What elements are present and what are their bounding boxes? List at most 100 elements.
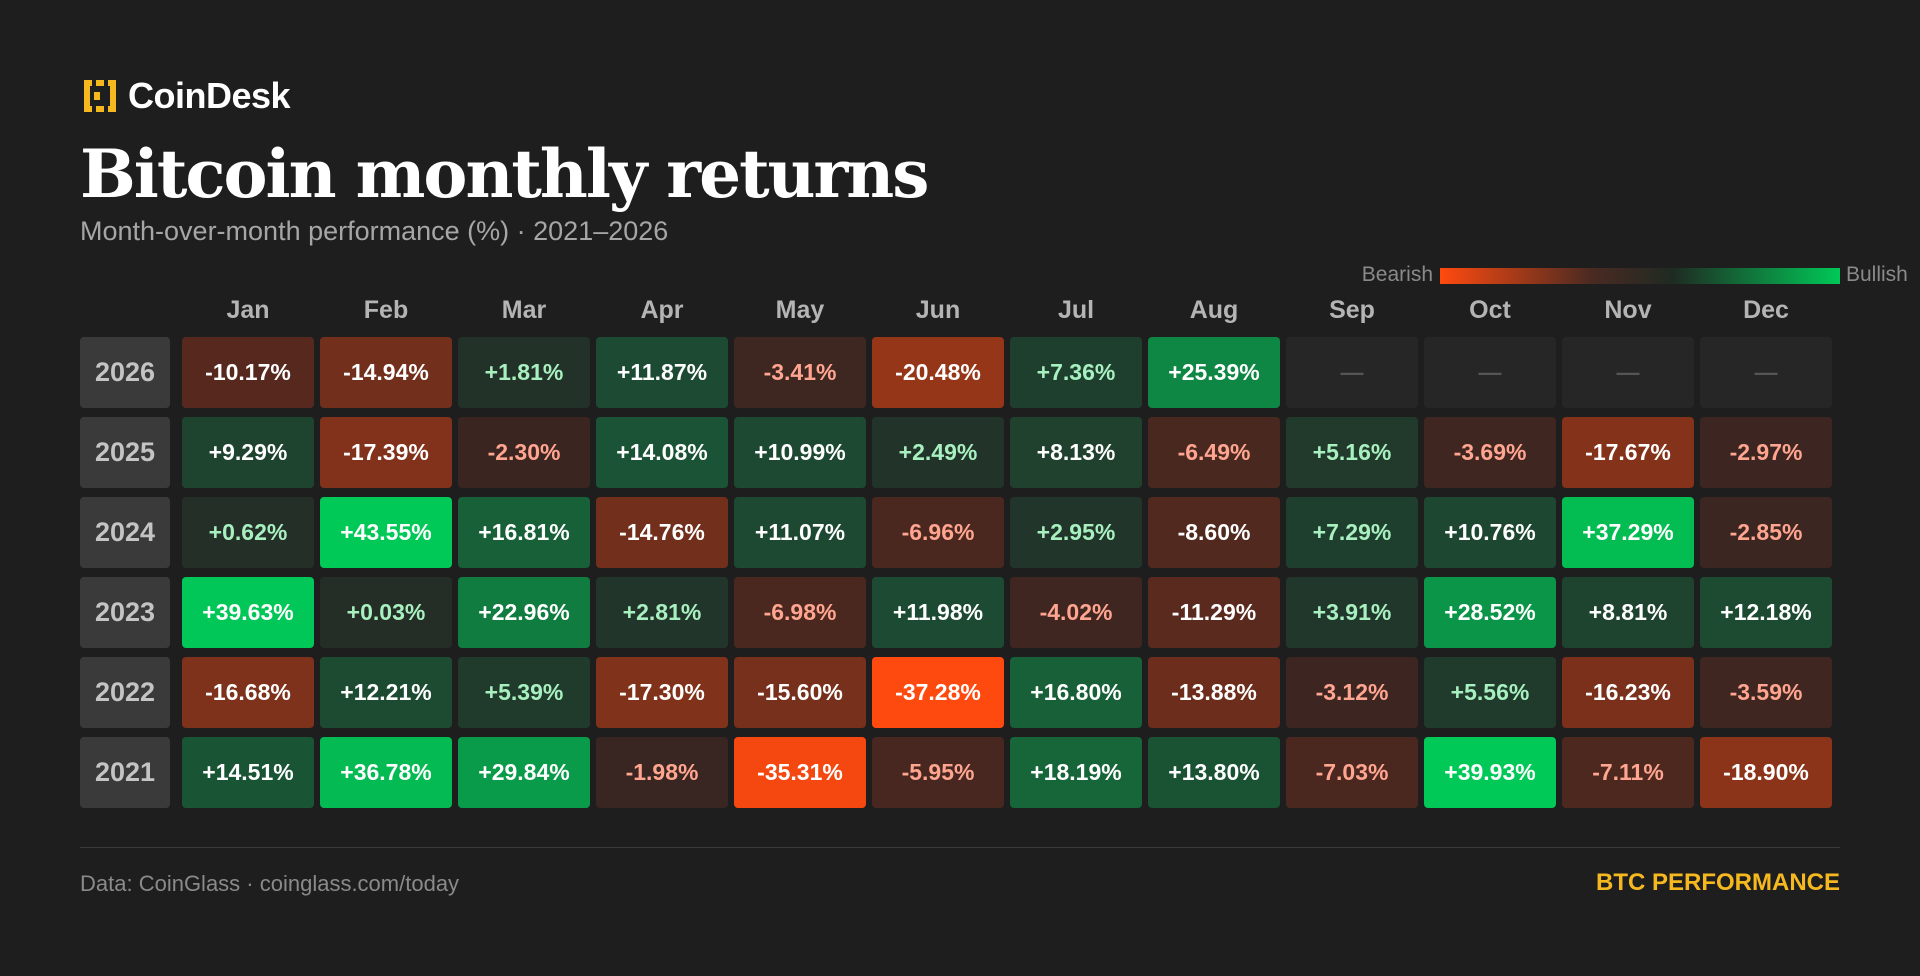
heatmap-cell-2021-feb: +36.78%: [320, 737, 452, 808]
heatmap-cell-2022-dec: -3.59%: [1700, 657, 1832, 728]
month-header-oct: Oct: [1469, 296, 1511, 324]
brand-name: CoinDesk: [128, 75, 291, 116]
heatmap-cell-2026-feb: -14.94%: [320, 337, 452, 408]
heatmap-cell-2026-may: -3.41%: [734, 337, 866, 408]
heatmap-cell-2022-nov: -16.23%: [1562, 657, 1694, 728]
month-header-apr: Apr: [640, 296, 684, 324]
heatmap-cell-2024-jul: +2.95%: [1010, 497, 1142, 568]
footer-source: Data: CoinGlass · coinglass.com/today: [80, 871, 460, 896]
heatmap-cell-2023-mar: +22.96%: [458, 577, 590, 648]
heatmap-cell-2022-jul: +16.80%: [1010, 657, 1142, 728]
month-header-jan: Jan: [226, 296, 270, 324]
heatmap-cell-2021-may: -35.31%: [734, 737, 866, 808]
month-header-sep: Sep: [1329, 296, 1375, 324]
year-label-2022: 2022: [80, 657, 170, 728]
heatmap-cell-2025-dec: -2.97%: [1700, 417, 1832, 488]
heatmap-cell-2023-feb: +0.03%: [320, 577, 452, 648]
heatmap-cell-2026-aug: +25.39%: [1148, 337, 1280, 408]
heatmap-cell-2023-nov: +8.81%: [1562, 577, 1694, 648]
heatmap-cell-2022-jan: -16.68%: [182, 657, 314, 728]
heatmap-cell-2026-jan: -10.17%: [182, 337, 314, 408]
heatmap-cell-2024-jun: -6.96%: [872, 497, 1004, 568]
heatmap-cell-2025-jan: +9.29%: [182, 417, 314, 488]
footer-tag: BTC PERFORMANCE: [1596, 869, 1840, 896]
heatmap-cell-2021-jul: +18.19%: [1010, 737, 1142, 808]
heatmap-cell-2024-sep: +7.29%: [1286, 497, 1418, 568]
chart-title: Bitcoin monthly returns: [80, 135, 929, 213]
month-header-nov: Nov: [1604, 296, 1652, 324]
heatmap-cell-2025-apr: +14.08%: [596, 417, 728, 488]
heatmap-cell-2022-apr: -17.30%: [596, 657, 728, 728]
heatmap-cell-2022-mar: +5.39%: [458, 657, 590, 728]
heatmap-cell-2022-sep: -3.12%: [1286, 657, 1418, 728]
month-header-aug: Aug: [1189, 296, 1239, 324]
legend-bearish-label: Bearish: [1361, 263, 1433, 286]
heatmap-cell-2026-nov: —: [1562, 337, 1694, 408]
heatmap-cell-2023-jun: +11.98%: [872, 577, 1004, 648]
heatmap-cell-2022-feb: +12.21%: [320, 657, 452, 728]
heatmap-cell-2024-may: +11.07%: [734, 497, 866, 568]
heatmap-cell-2025-jun: +2.49%: [872, 417, 1004, 488]
heatmap-cell-2024-dec: -2.85%: [1700, 497, 1832, 568]
heatmap-cell-2025-mar: -2.30%: [458, 417, 590, 488]
month-header-feb: Feb: [363, 296, 409, 324]
heatmap-cell-2026-sep: —: [1286, 337, 1418, 408]
heatmap-cell-2021-jan: +14.51%: [182, 737, 314, 808]
chart-subtitle: Month-over-month performance (%) · 2021–…: [80, 216, 669, 246]
heatmap-cell-2021-mar: +29.84%: [458, 737, 590, 808]
heatmap-cell-2023-may: -6.98%: [734, 577, 866, 648]
month-header-mar: Mar: [501, 296, 547, 324]
year-label-2023: 2023: [80, 577, 170, 648]
heatmap-cell-2025-sep: +5.16%: [1286, 417, 1418, 488]
heatmap-cell-2024-nov: +37.29%: [1562, 497, 1694, 568]
month-header-may: May: [775, 296, 825, 324]
heatmap-cell-2026-mar: +1.81%: [458, 337, 590, 408]
heatmap-cell-2024-oct: +10.76%: [1424, 497, 1556, 568]
heatmap-cell-2024-feb: +43.55%: [320, 497, 452, 568]
heatmap-cell-2025-oct: -3.69%: [1424, 417, 1556, 488]
brand-logo: CoinDesk: [80, 74, 291, 118]
heatmap-cell-2023-jan: +39.63%: [182, 577, 314, 648]
heatmap-cell-2026-oct: —: [1424, 337, 1556, 408]
heatmap-cell-2021-aug: +13.80%: [1148, 737, 1280, 808]
heatmap-cell-2024-apr: -14.76%: [596, 497, 728, 568]
heatmap-cell-2025-feb: -17.39%: [320, 417, 452, 488]
heatmap-cell-2021-oct: +39.93%: [1424, 737, 1556, 808]
heatmap-cell-2026-dec: —: [1700, 337, 1832, 408]
heatmap-cell-2022-oct: +5.56%: [1424, 657, 1556, 728]
heatmap-cell-2024-mar: +16.81%: [458, 497, 590, 568]
heatmap-cell-2021-dec: -18.90%: [1700, 737, 1832, 808]
legend-bullish-label: Bullish: [1846, 263, 1908, 286]
heatmap-cell-2026-jul: +7.36%: [1010, 337, 1142, 408]
month-header-jul: Jul: [1057, 296, 1095, 324]
year-label-2026: 2026: [80, 337, 170, 408]
year-label-2024: 2024: [80, 497, 170, 568]
heatmap-cell-2024-jan: +0.62%: [182, 497, 314, 568]
heatmap-cell-2021-sep: -7.03%: [1286, 737, 1418, 808]
heatmap-cell-2022-may: -15.60%: [734, 657, 866, 728]
heatmap-cell-2025-may: +10.99%: [734, 417, 866, 488]
heatmap-cell-2022-aug: -13.88%: [1148, 657, 1280, 728]
heatmap-cell-2023-sep: +3.91%: [1286, 577, 1418, 648]
month-header-jun: Jun: [915, 296, 961, 324]
heatmap-cell-2021-apr: -1.98%: [596, 737, 728, 808]
heatmap-cell-2023-jul: -4.02%: [1010, 577, 1142, 648]
heatmap-cell-2023-dec: +12.18%: [1700, 577, 1832, 648]
heatmap-cell-2025-jul: +8.13%: [1010, 417, 1142, 488]
heatmap-cell-2021-nov: -7.11%: [1562, 737, 1694, 808]
footer-divider: [80, 847, 1840, 848]
heatmap-cell-2026-apr: +11.87%: [596, 337, 728, 408]
heatmap-cell-2023-oct: +28.52%: [1424, 577, 1556, 648]
month-header-dec: Dec: [1743, 296, 1789, 324]
heatmap-cell-2026-jun: -20.48%: [872, 337, 1004, 408]
heatmap-cell-2025-aug: -6.49%: [1148, 417, 1280, 488]
year-label-2021: 2021: [80, 737, 170, 808]
heatmap-cell-2022-jun: -37.28%: [872, 657, 1004, 728]
heatmap-cell-2023-aug: -11.29%: [1148, 577, 1280, 648]
coindesk-logo-icon: [84, 80, 116, 112]
heatmap-cell-2025-nov: -17.67%: [1562, 417, 1694, 488]
heatmap-cell-2021-jun: -5.95%: [872, 737, 1004, 808]
heatmap-cell-2023-apr: +2.81%: [596, 577, 728, 648]
legend-gradient-bar: [1440, 268, 1840, 284]
year-label-2025: 2025: [80, 417, 170, 488]
